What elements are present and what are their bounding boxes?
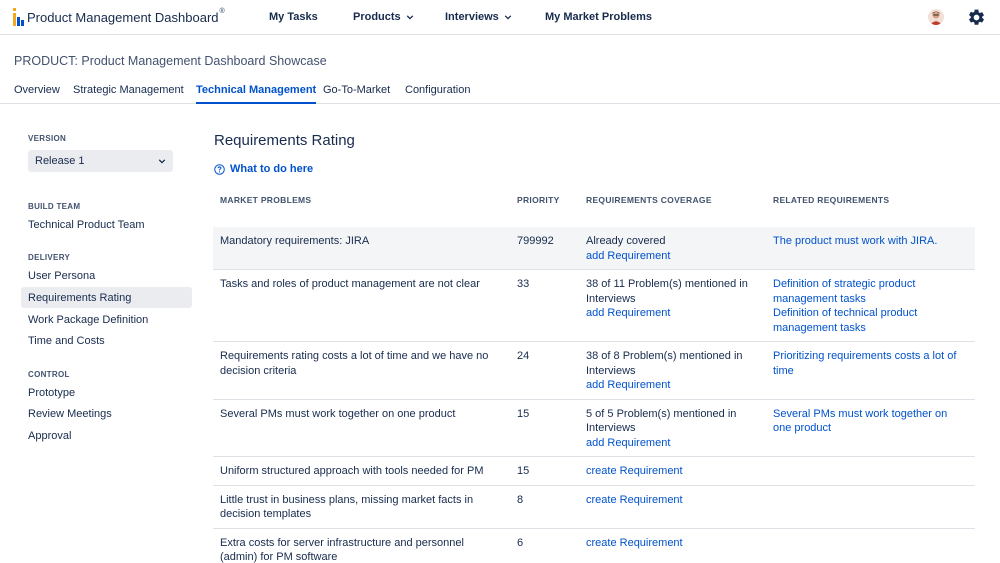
table-row: Extra costs for server infrastructure an… bbox=[213, 528, 975, 563]
column-header-related-requirements: RELATED REQUIREMENTS bbox=[773, 195, 890, 205]
cell-market-problem: Several PMs must work together on one pr… bbox=[213, 399, 510, 457]
sidebar-item-review-meetings[interactable]: Review Meetings bbox=[28, 408, 112, 420]
nav-my-market-problems[interactable]: My Market Problems bbox=[545, 11, 652, 23]
related-requirement-link[interactable]: Prioritizing requirements costs a lot of… bbox=[773, 350, 957, 377]
tab-strategic-management[interactable]: Strategic Management bbox=[73, 84, 184, 96]
nav-interviews-label: Interviews bbox=[445, 11, 499, 23]
help-circle-icon bbox=[214, 163, 225, 175]
coverage-text: 38 of 8 Problem(s) mentioned in Intervie… bbox=[586, 350, 743, 377]
cell-priority: 33 bbox=[510, 269, 579, 342]
cell-coverage: 38 of 8 Problem(s) mentioned in Intervie… bbox=[579, 341, 766, 400]
sidebar-heading-version: VERSION bbox=[28, 134, 67, 143]
cell-priority: 15 bbox=[510, 456, 579, 486]
nav-interviews[interactable]: Interviews bbox=[445, 10, 512, 24]
cell-related: Several PMs must work together on one pr… bbox=[766, 399, 975, 457]
cell-priority: 24 bbox=[510, 341, 579, 400]
cell-coverage: create Requirement bbox=[579, 528, 766, 563]
cell-related: The product must work with JIRA. bbox=[766, 227, 975, 270]
sidebar-heading-control: CONTROL bbox=[28, 370, 70, 379]
sidebar-item-technical-product-team[interactable]: Technical Product Team bbox=[28, 219, 145, 231]
top-navigation: Product Management Dashboard® My Tasks P… bbox=[0, 0, 1000, 35]
nav-my-tasks[interactable]: My Tasks bbox=[269, 11, 318, 23]
tab-go-to-market[interactable]: Go-To-Market bbox=[323, 84, 391, 96]
cell-market-problem: Tasks and roles of product management ar… bbox=[213, 269, 510, 342]
cell-coverage: 38 of 11 Problem(s) mentioned in Intervi… bbox=[579, 269, 766, 342]
cell-priority: 6 bbox=[510, 528, 579, 563]
section-title: Requirements Rating bbox=[214, 132, 355, 149]
tab-configuration[interactable]: Configuration bbox=[405, 84, 471, 96]
related-requirement-link[interactable]: Definition of strategic product manageme… bbox=[773, 278, 916, 305]
version-select[interactable]: Release 1 bbox=[28, 150, 173, 172]
help-link-label: What to do here bbox=[230, 163, 314, 175]
cell-coverage: Already covered add Requirement bbox=[579, 227, 766, 270]
cell-related bbox=[766, 528, 975, 563]
tab-technical-management[interactable]: Technical Management bbox=[196, 84, 317, 104]
cell-market-problem: Mandatory requirements: JIRA bbox=[213, 227, 510, 270]
gear-icon[interactable] bbox=[967, 8, 986, 27]
cell-market-problem: Uniform structured approach with tools n… bbox=[213, 456, 510, 486]
nav-products[interactable]: Products bbox=[353, 10, 414, 24]
add-requirement-link[interactable]: add Requirement bbox=[586, 249, 671, 262]
table-row: Requirements rating costs a lot of time … bbox=[213, 341, 975, 400]
column-header-market-problems: MARKET PROBLEMS bbox=[220, 195, 312, 205]
sidebar-item-work-package-definition[interactable]: Work Package Definition bbox=[28, 314, 149, 326]
cell-priority: 15 bbox=[510, 399, 579, 457]
create-requirement-link[interactable]: create Requirement bbox=[586, 493, 683, 506]
related-requirement-link[interactable]: The product must work with JIRA. bbox=[773, 235, 938, 247]
sidebar-heading-delivery: DELIVERY bbox=[28, 253, 71, 262]
cell-related: Prioritizing requirements costs a lot of… bbox=[766, 341, 975, 400]
cell-market-problem: Little trust in business plans, missing … bbox=[213, 485, 510, 529]
logo-text: Product Management Dashboard® bbox=[27, 7, 225, 25]
add-requirement-link[interactable]: add Requirement bbox=[586, 436, 671, 449]
coverage-text: 38 of 11 Problem(s) mentioned in Intervi… bbox=[586, 278, 748, 305]
help-link[interactable]: What to do here bbox=[214, 163, 313, 175]
logo-mark-icon bbox=[13, 8, 25, 26]
sidebar-active-highlight bbox=[21, 287, 192, 308]
table-row: Tasks and roles of product management ar… bbox=[213, 269, 975, 342]
table-row: Mandatory requirements: JIRA 799992 Alre… bbox=[213, 227, 975, 270]
chevron-down-icon bbox=[504, 15, 512, 20]
sidebar-item-approval[interactable]: Approval bbox=[28, 430, 72, 442]
table-row: Uniform structured approach with tools n… bbox=[213, 456, 975, 486]
sidebar-item-requirements-rating[interactable]: Requirements Rating bbox=[28, 292, 132, 304]
table-header-row: MARKET PROBLEMS PRIORITY REQUIREMENTS CO… bbox=[213, 188, 975, 227]
coverage-text: Already covered bbox=[586, 235, 666, 247]
product-tabs: Overview Strategic Management Technical … bbox=[0, 80, 1000, 104]
chevron-down-icon bbox=[406, 15, 413, 20]
sidebar-item-prototype[interactable]: Prototype bbox=[28, 387, 76, 399]
cell-related bbox=[766, 485, 975, 529]
tab-overview[interactable]: Overview bbox=[14, 84, 60, 96]
cell-priority: 8 bbox=[510, 485, 579, 529]
cell-coverage: 5 of 5 Problem(s) mentioned in Interview… bbox=[579, 399, 766, 457]
table-row: Several PMs must work together on one pr… bbox=[213, 399, 975, 457]
cell-priority: 799992 bbox=[510, 227, 579, 270]
page-title: PRODUCT: Product Management Dashboard Sh… bbox=[14, 54, 327, 68]
sidebar-heading-build-team: BUILD TEAM bbox=[28, 202, 81, 211]
add-requirement-link[interactable]: add Requirement bbox=[586, 379, 671, 391]
column-header-priority: PRIORITY bbox=[517, 195, 560, 205]
create-requirement-link[interactable]: create Requirement bbox=[586, 465, 683, 477]
user-avatar[interactable] bbox=[928, 9, 944, 25]
column-header-requirements-coverage: REQUIREMENTS COVERAGE bbox=[586, 195, 712, 205]
requirements-table: MARKET PROBLEMS PRIORITY REQUIREMENTS CO… bbox=[213, 188, 975, 563]
chevron-down-icon bbox=[158, 159, 166, 164]
related-requirement-link[interactable]: Definition of technical product manageme… bbox=[773, 307, 918, 334]
avatar-icon bbox=[928, 9, 944, 25]
table-row: Little trust in business plans, missing … bbox=[213, 485, 975, 529]
add-requirement-link[interactable]: add Requirement bbox=[586, 307, 671, 319]
cell-market-problem: Extra costs for server infrastructure an… bbox=[213, 528, 510, 563]
coverage-text: 5 of 5 Problem(s) mentioned in Interview… bbox=[586, 407, 737, 435]
cell-coverage: create Requirement bbox=[579, 456, 766, 486]
create-requirement-link[interactable]: create Requirement bbox=[586, 536, 683, 549]
cell-related: Definition of strategic product manageme… bbox=[766, 269, 975, 342]
sidebar-item-user-persona[interactable]: User Persona bbox=[28, 270, 96, 282]
nav-products-label: Products bbox=[353, 11, 401, 23]
related-requirement-link[interactable]: Several PMs must work together on one pr… bbox=[773, 407, 948, 435]
version-select-value: Release 1 bbox=[35, 155, 85, 167]
cell-coverage: create Requirement bbox=[579, 485, 766, 529]
cell-market-problem: Requirements rating costs a lot of time … bbox=[213, 341, 510, 400]
cell-related bbox=[766, 456, 975, 486]
sidebar-item-time-and-costs[interactable]: Time and Costs bbox=[28, 335, 105, 347]
app-logo[interactable]: Product Management Dashboard® bbox=[13, 6, 225, 28]
